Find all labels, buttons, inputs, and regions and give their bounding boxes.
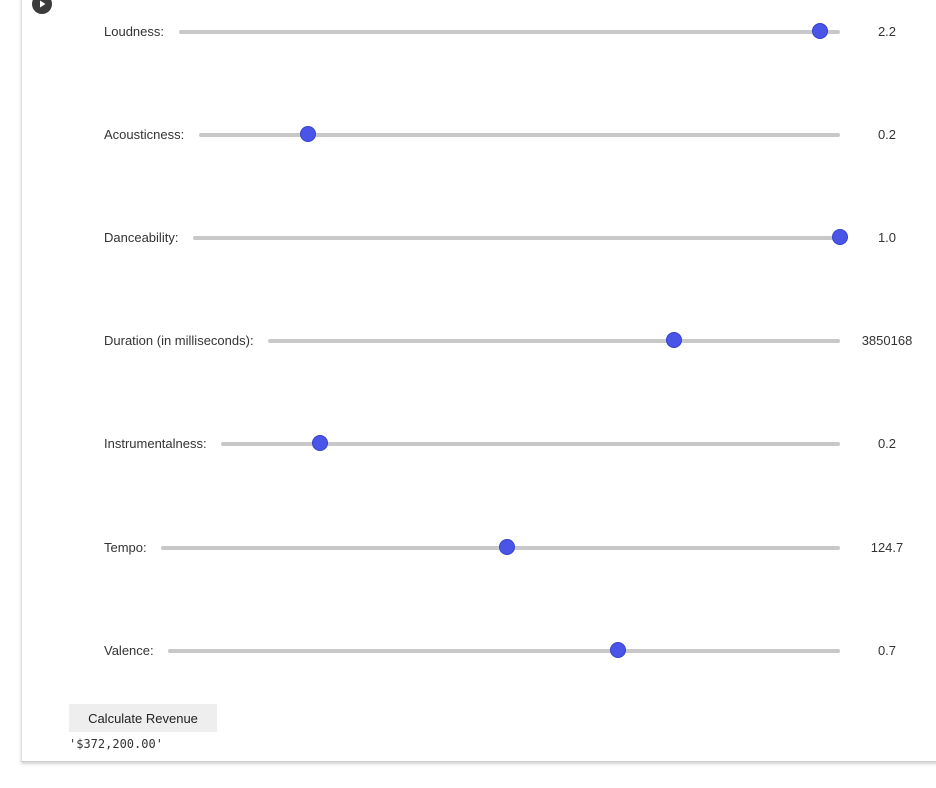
slider-label: Instrumentalness: xyxy=(104,436,207,451)
slider-label: Duration (in milliseconds): xyxy=(104,333,254,348)
slider-handle[interactable] xyxy=(832,229,848,245)
calculate-revenue-button[interactable]: Calculate Revenue xyxy=(69,704,217,732)
output-cell xyxy=(21,0,936,762)
play-icon xyxy=(40,0,46,8)
slider-row-instrumentalness: Instrumentalness: 0.2 xyxy=(0,432,936,456)
slider-value: 3850168 xyxy=(861,333,913,348)
run-cell-button[interactable] xyxy=(32,0,52,14)
slider-handle[interactable] xyxy=(299,126,316,142)
slider-track[interactable] xyxy=(199,133,840,137)
slider-track[interactable] xyxy=(168,649,840,653)
slider-value: 124.7 xyxy=(870,540,904,555)
slider-value: 1.0 xyxy=(877,230,897,245)
slider-handle[interactable] xyxy=(666,332,683,348)
slider-label: Danceability: xyxy=(104,230,179,245)
slider-row-acousticness: Acousticness: 0.2 xyxy=(0,123,936,147)
revenue-output: '$372,200.00' xyxy=(69,737,163,751)
slider-label: Acousticness: xyxy=(104,127,185,142)
slider-label: Valence: xyxy=(104,643,154,658)
slider-row-loudness: Loudness: 2.2 xyxy=(0,20,936,44)
slider-handle[interactable] xyxy=(499,539,516,555)
slider-value: 0.2 xyxy=(877,436,897,451)
slider-handle[interactable] xyxy=(610,642,627,658)
slider-label: Tempo: xyxy=(104,540,147,555)
slider-handle[interactable] xyxy=(812,23,829,39)
slider-value: 0.7 xyxy=(877,643,897,658)
slider-row-duration: Duration (in milliseconds): 3850168 xyxy=(0,329,936,353)
slider-track[interactable] xyxy=(268,339,840,343)
slider-track[interactable] xyxy=(221,442,840,446)
slider-track[interactable] xyxy=(179,30,840,34)
slider-row-valence: Valence: 0.7 xyxy=(0,639,936,663)
slider-row-danceability: Danceability: 1.0 xyxy=(0,226,936,250)
slider-row-tempo: Tempo: 124.7 xyxy=(0,536,936,560)
slider-track[interactable] xyxy=(193,236,840,240)
slider-label: Loudness: xyxy=(104,24,164,39)
slider-value: 0.2 xyxy=(877,127,897,142)
slider-value: 2.2 xyxy=(877,24,897,39)
slider-handle[interactable] xyxy=(312,435,329,451)
